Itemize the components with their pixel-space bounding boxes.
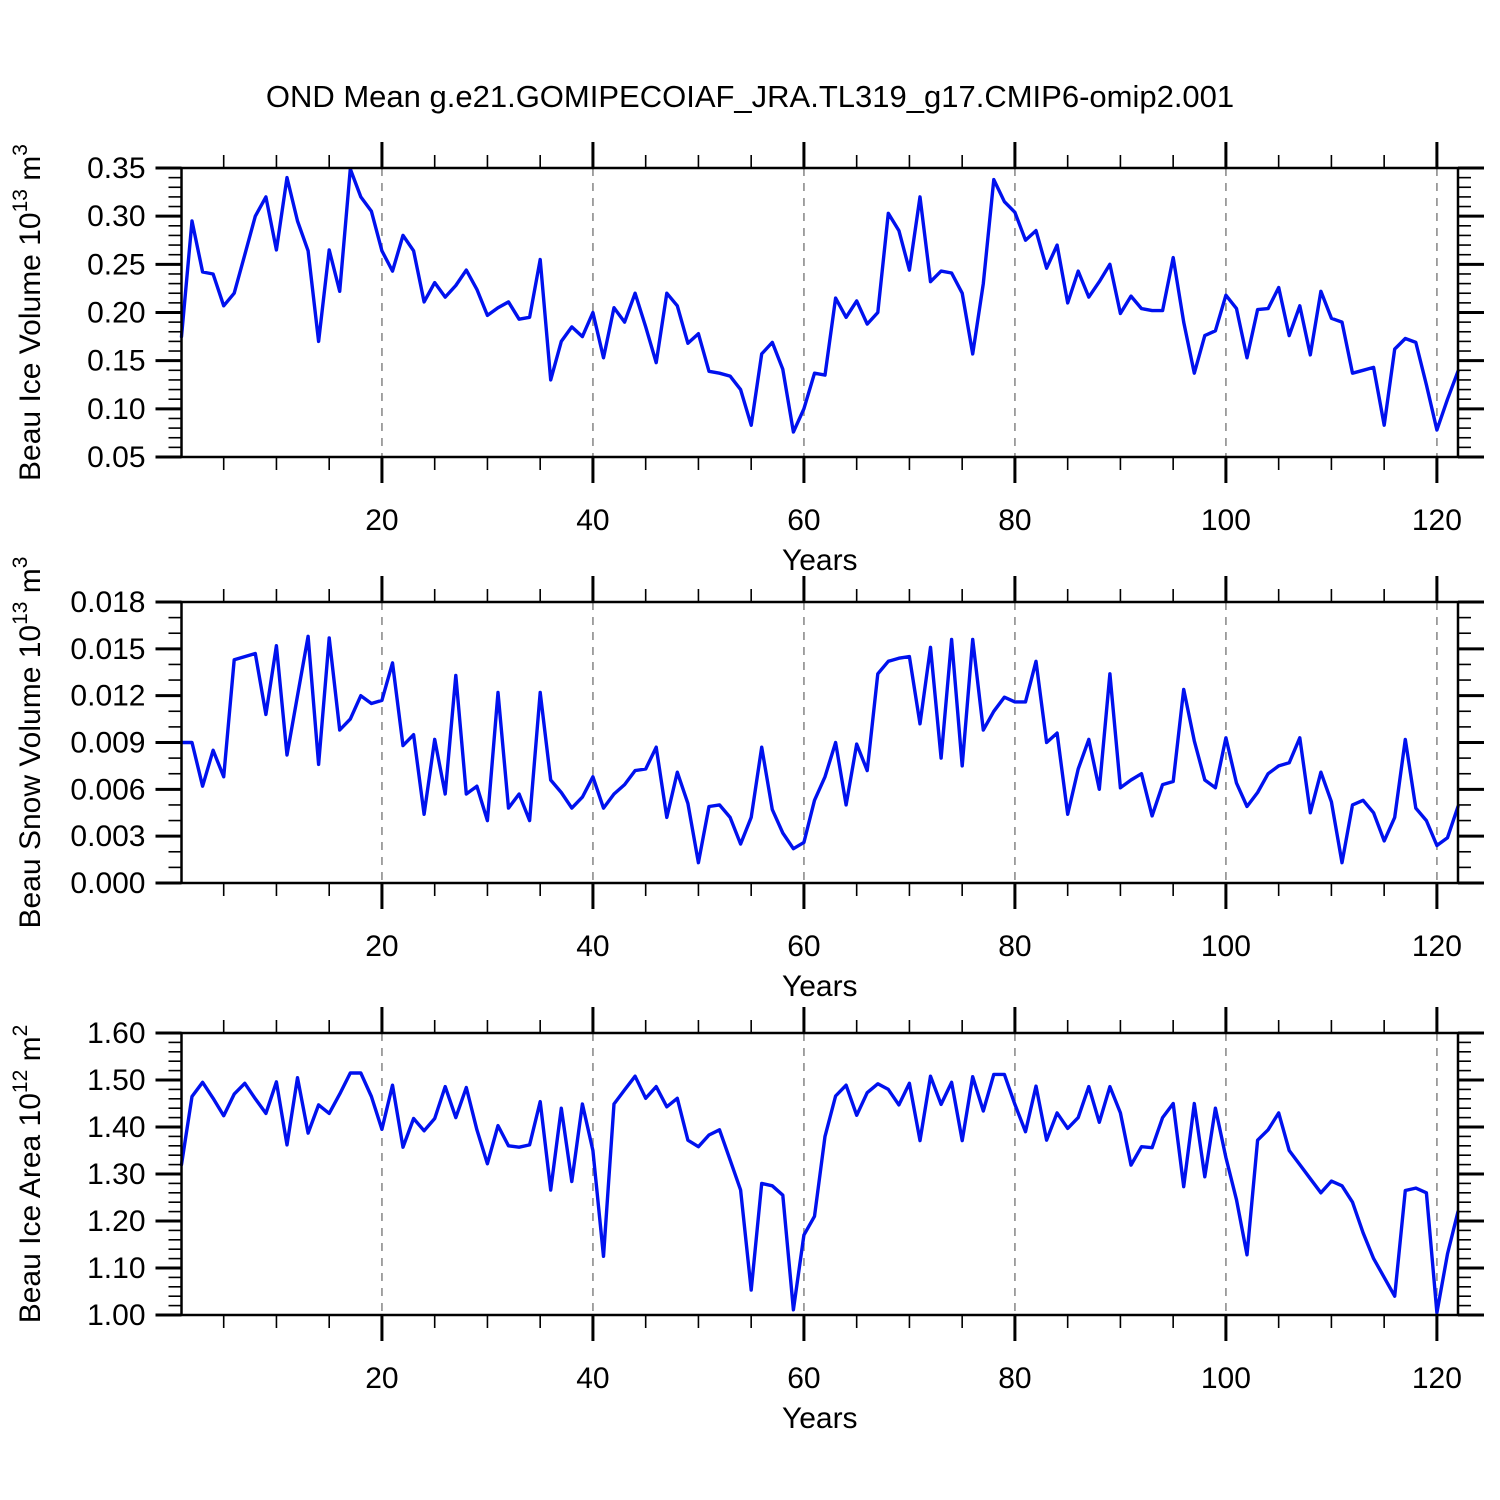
beau-ice-area-series-line [179, 1071, 1460, 1315]
beau-ice-area-chart: 20 40 60 80 100 120 1.00 1.10 1.20 1.30 1.40 1.50 1.… [9, 1007, 1484, 1435]
y-tick-label: 0.003 [70, 820, 145, 853]
x-tick-label: 40 [576, 930, 609, 963]
beau-snow-volume-series-line [179, 634, 1460, 865]
x-tick-label: 80 [998, 504, 1031, 537]
x-tick-label: 20 [365, 930, 398, 963]
x-tick-label: 60 [787, 1362, 820, 1395]
x-tick-label: 20 [365, 1362, 398, 1395]
y-tick-label: 1.10 [87, 1252, 145, 1285]
y-tick-label: 0.10 [87, 393, 145, 426]
x-tick-label: 20 [365, 504, 398, 537]
y-tick-label: 1.60 [87, 1017, 145, 1050]
x-axis-label: Years [782, 544, 858, 577]
beau-ice-volume-series-line [179, 167, 1460, 434]
x-tick-label: 40 [576, 1362, 609, 1395]
x-ticks [222, 142, 1439, 483]
x-tick-label: 80 [998, 930, 1031, 963]
y-tick-label: 0.009 [70, 727, 145, 760]
y-tick-label: 0.012 [70, 680, 145, 713]
x-tick-label: 100 [1201, 504, 1251, 537]
y-tick-label: 0.20 [87, 297, 145, 330]
x-tick-label: 80 [998, 1362, 1031, 1395]
plot-frame [180, 600, 1460, 885]
y-tick-label: 0.018 [70, 586, 145, 619]
y-tick-label: 0.35 [87, 152, 145, 185]
y-tick-label: 1.00 [87, 1299, 145, 1332]
x-tick-label: 40 [576, 504, 609, 537]
y-tick-label: 1.20 [87, 1205, 145, 1238]
y-tick-label: 1.30 [87, 1158, 145, 1191]
beau-snow-volume-chart: 20 40 60 80 100 120 0.000 0.003 0.006 0.009 0.012 0… [9, 557, 1484, 1003]
y-tick-label: 1.40 [87, 1111, 145, 1144]
y-axis-label: Beau Ice Volume 1013 m3 [9, 144, 47, 481]
y-ticks [155, 166, 1484, 459]
y-ticks [155, 600, 1484, 885]
y-tick-label: 0.000 [70, 867, 145, 900]
y-ticks [155, 1031, 1484, 1317]
x-tick-label: 100 [1201, 930, 1251, 963]
y-tick-label: 0.25 [87, 248, 145, 281]
charts-layer: 20 40 60 80 100 120 0.05 0.10 0.15 0.20 0.25 0.30 0.… [9, 142, 1484, 1435]
y-tick-label: 1.50 [87, 1064, 145, 1097]
y-tick-label: 0.15 [87, 345, 145, 378]
x-tick-label: 120 [1412, 930, 1462, 963]
x-tick-label: 120 [1412, 1362, 1462, 1395]
x-ticks [222, 1007, 1439, 1341]
x-ticks [222, 576, 1439, 909]
y-axis-label: Beau Snow Volume 1013 m3 [9, 557, 47, 929]
figure-title: OND Mean g.e21.GOMIPECOIAF_JRA.TL319_g17… [266, 79, 1234, 114]
y-tick-label: 0.015 [70, 633, 145, 666]
y-axis-label: Beau Ice Area 1012 m2 [9, 1025, 47, 1324]
x-tick-label: 120 [1412, 504, 1462, 537]
x-axis-label: Years [782, 1402, 858, 1435]
y-tick-label: 0.30 [87, 200, 145, 233]
x-tick-label: 60 [787, 504, 820, 537]
x-tick-label: 60 [787, 930, 820, 963]
y-tick-label: 0.006 [70, 773, 145, 806]
x-tick-label: 100 [1201, 1362, 1251, 1395]
y-tick-label: 0.05 [87, 441, 145, 474]
beau-ice-volume-chart: 20 40 60 80 100 120 0.05 0.10 0.15 0.20 0.25 0.30 0.… [9, 142, 1484, 577]
x-axis-label: Years [782, 970, 858, 1003]
